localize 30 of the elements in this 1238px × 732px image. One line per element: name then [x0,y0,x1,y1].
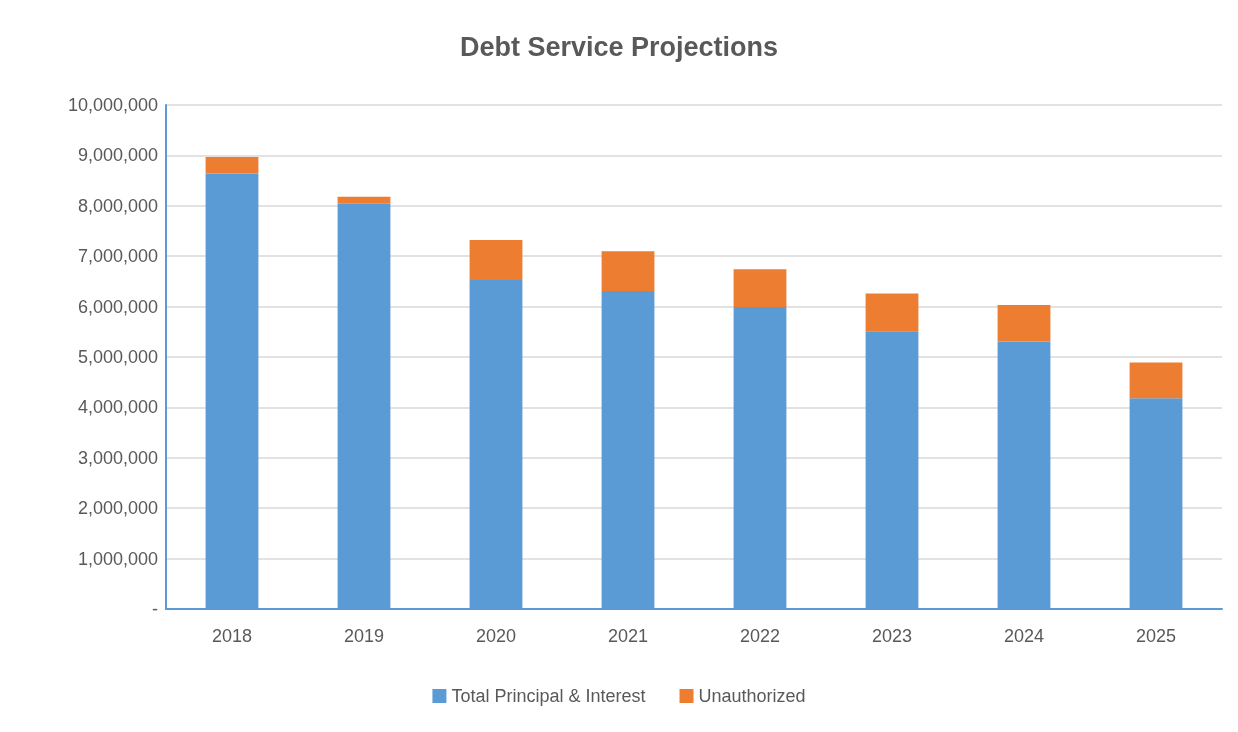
bar [733,269,787,308]
legend-label: Unauthorized [698,686,806,706]
x-tick-label: 2025 [1135,626,1177,646]
y-tick-label: 4,000,000 [77,397,158,418]
x-tick-label: 2022 [739,626,781,646]
bar [469,240,523,280]
y-tick-label: 2,000,000 [77,498,158,519]
y-tick-label: - [152,599,158,619]
chart-title: Debt Service Projections [459,31,779,62]
bar [337,196,391,204]
y-tick-label: 9,000,000 [77,145,158,166]
bar [601,251,655,291]
x-tick-label: 2019 [343,626,385,646]
x-tick-label: 2018 [211,626,253,646]
bar [205,156,259,174]
y-tick-label: 10,000,000 [67,95,158,115]
y-tick-label: 7,000,000 [77,246,158,267]
bar [1129,362,1183,399]
x-tick-label: 2021 [607,626,649,646]
y-tick-label: 5,000,000 [77,347,158,367]
x-tick-label: 2024 [1003,626,1045,646]
x-tick-label: 2020 [475,626,517,646]
y-tick-label: 8,000,000 [77,195,158,216]
y-tick-label: 1,000,000 [77,548,158,569]
legend-label: Total Principal & Interest [451,686,646,706]
y-tick-label: 3,000,000 [77,447,158,468]
bar [865,293,919,332]
bar [997,305,1051,342]
y-tick-label: 6,000,000 [77,296,158,317]
x-tick-label: 2023 [871,626,913,646]
